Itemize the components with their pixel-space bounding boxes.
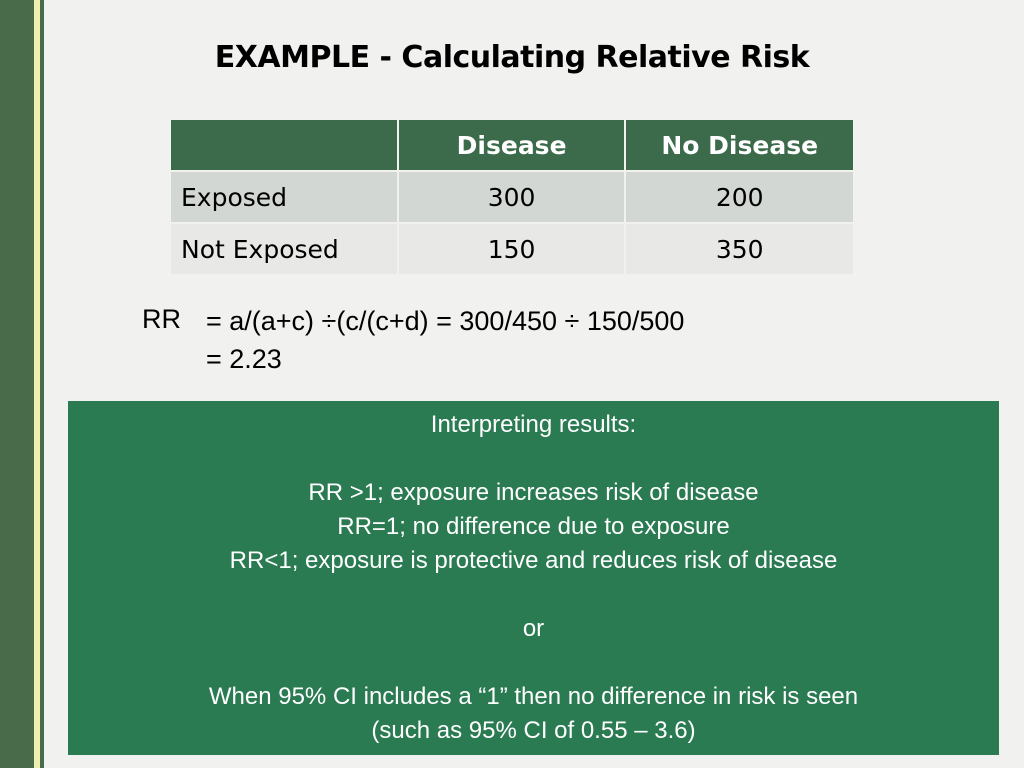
interpretation-line-rr-greater: RR >1; exposure increases risk of diseas… [308, 479, 759, 506]
row-label-not-exposed: Not Exposed [171, 222, 399, 274]
contingency-table: Disease No Disease Exposed 300 200 Not E… [171, 120, 853, 274]
interpretation-ci-line-1: When 95% CI includes a “1” then no diffe… [208, 683, 859, 710]
cell-exposed-no-disease: 200 [625, 170, 853, 223]
interpretation-line-rr-less: RR<1; exposure is protective and reduces… [229, 547, 838, 574]
table-header-row: Disease No Disease [171, 120, 853, 171]
spacer [68, 646, 999, 680]
spacer [68, 578, 999, 612]
table-row: Exposed 300 200 [171, 170, 853, 223]
cell-not-exposed-disease: 150 [397, 222, 627, 274]
interpretation-heading: Interpreting results: [430, 411, 637, 438]
interpretation-or: or [522, 615, 545, 642]
formula-line-1: = a/(a+c) ÷(c/(c+d) = 300/450 ÷ 150/500 [206, 306, 685, 336]
table-header-disease: Disease [397, 120, 627, 171]
interpretation-box: Interpreting results: RR >1; exposure in… [68, 401, 999, 755]
interpretation-ci-line-2: (such as 95% CI of 0.55 – 3.6) [371, 717, 696, 744]
formula-label: RR [142, 304, 181, 334]
interpretation-line-rr-equal: RR=1; no difference due to exposure [337, 513, 730, 540]
spacer [68, 442, 999, 476]
table-row: Not Exposed 150 350 [171, 222, 853, 274]
formula-line-2: = 2.23 [206, 344, 282, 374]
left-decorative-bar [0, 0, 34, 768]
left-decorative-stripe-inner [40, 0, 44, 768]
cell-not-exposed-no-disease: 350 [625, 222, 853, 274]
cell-exposed-disease: 300 [397, 170, 627, 223]
row-label-exposed: Exposed [171, 170, 399, 223]
table-header-no-disease: No Disease [625, 120, 853, 171]
slide-title: EXAMPLE - Calculating Relative Risk [214, 40, 810, 75]
left-decorative-stripe [34, 0, 40, 768]
table-header-empty [171, 120, 399, 171]
